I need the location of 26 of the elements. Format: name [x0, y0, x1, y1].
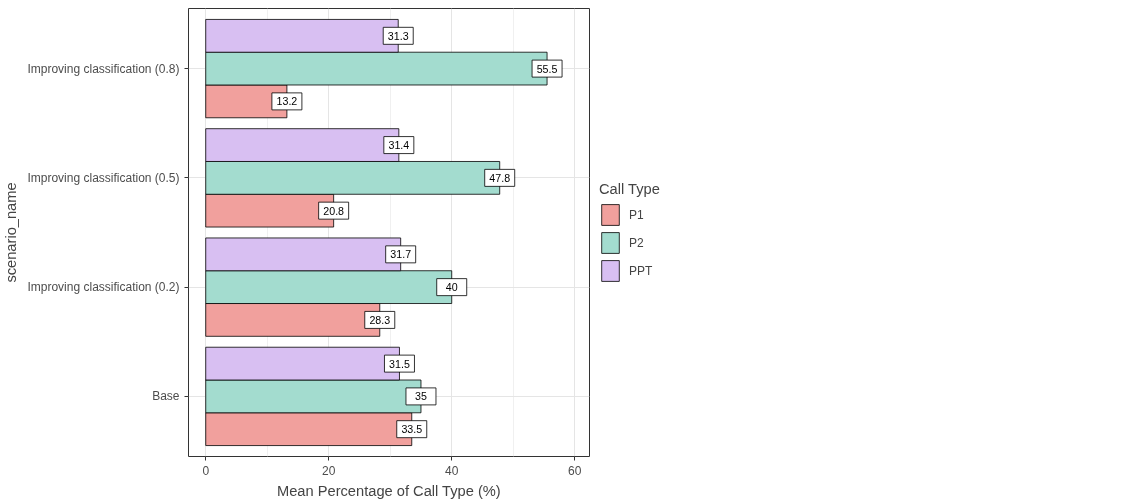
legend-label: P2	[629, 235, 645, 250]
data-label: 31.5	[389, 357, 410, 370]
data-label: 31.7	[390, 248, 412, 261]
y-tick-label: Improving classification (0.2)	[27, 280, 180, 295]
legend-label: P1	[629, 207, 645, 222]
data-label: 31.4	[388, 139, 410, 152]
x-tick-label: 20	[322, 463, 336, 478]
data-label: 28.3	[369, 313, 391, 326]
y-axis-title: scenario_name	[3, 182, 20, 283]
data-label: 47.8	[489, 171, 511, 184]
data-label: 40	[445, 281, 458, 294]
data-label: 33.5	[401, 423, 423, 436]
data-label: 31.3	[387, 29, 409, 42]
data-label: 13.2	[276, 95, 298, 108]
legend-label: PPT	[629, 263, 653, 278]
y-tick-label: Improving classification (0.8)	[27, 61, 180, 76]
x-axis-title: Mean Percentage of Call Type (%)	[276, 482, 501, 499]
x-tick-label: 60	[568, 463, 582, 478]
x-tick-label: 0	[202, 463, 210, 478]
legend-title: Call Type	[599, 180, 660, 197]
y-tick-label: Improving classification (0.5)	[27, 170, 180, 185]
y-tick-label: Base	[152, 389, 180, 404]
data-label: 55.5	[536, 62, 558, 75]
x-tick-label: 40	[445, 463, 459, 478]
data-label: 20.8	[323, 204, 345, 217]
data-label: 35	[415, 390, 427, 403]
